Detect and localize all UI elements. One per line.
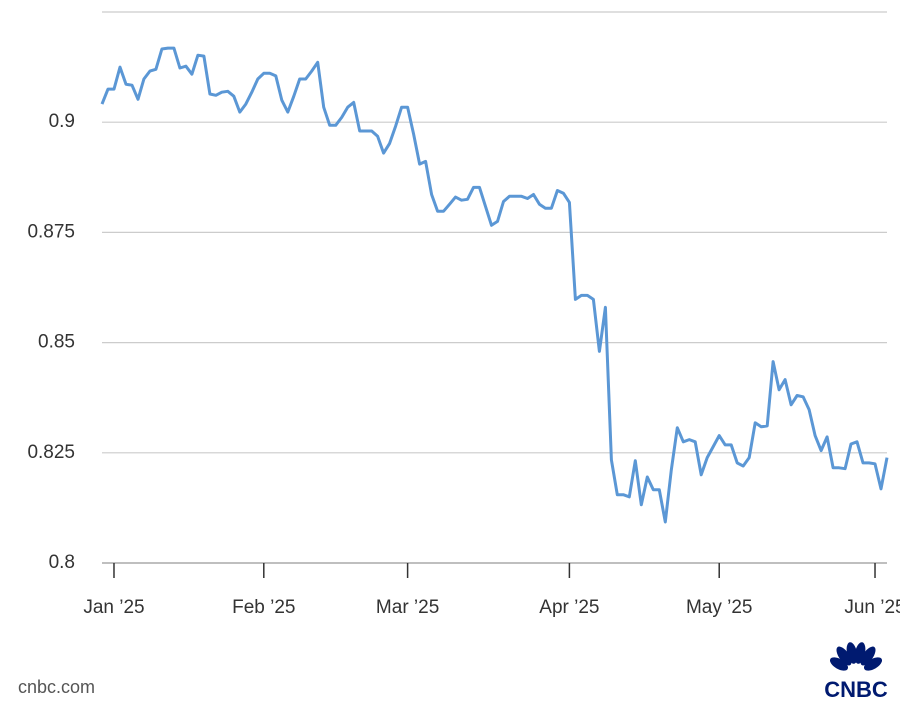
- source: cnbc.com: [18, 677, 95, 697]
- y-tick-label: 0.9: [49, 111, 75, 132]
- x-tick-label: Feb ’25: [232, 597, 295, 618]
- x-tick-label: Mar ’25: [376, 597, 439, 618]
- line: [100, 46, 889, 524]
- x-tick-label: May ’25: [686, 597, 753, 618]
- y-tick-label: 0.825: [27, 442, 75, 463]
- x-tick-label: Apr ’25: [539, 597, 599, 618]
- y-tick-label: 0.85: [38, 332, 75, 353]
- x-tick-label: Jan ’25: [83, 597, 144, 618]
- x-tick-label: Jun ’25: [844, 597, 900, 618]
- y-tick-label: 0.8: [49, 552, 75, 573]
- cnbc-peacock: [829, 642, 883, 671]
- y-tick-label: 0.875: [27, 221, 75, 242]
- logo: CNBC: [824, 677, 888, 702]
